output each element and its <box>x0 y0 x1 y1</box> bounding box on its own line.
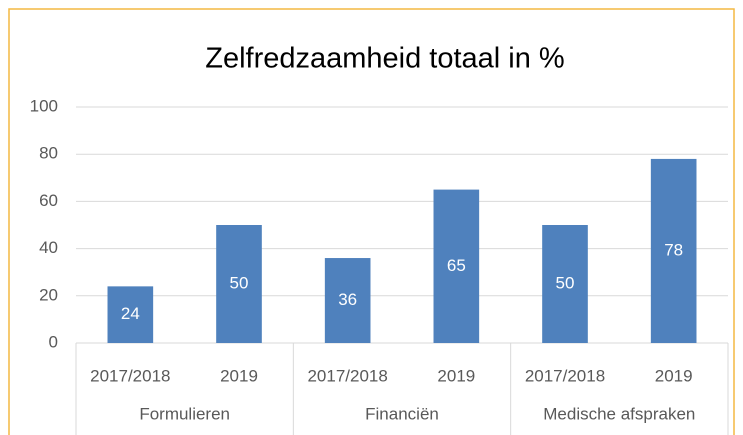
x-tick-label: 2017/2018 <box>307 366 387 385</box>
y-tick-label: 80 <box>39 144 58 163</box>
x-tick-label: 2019 <box>655 366 693 385</box>
chart-title: Zelfredzaamheid totaal in % <box>205 43 564 75</box>
bar <box>542 225 588 343</box>
y-tick-label: 100 <box>30 96 58 115</box>
group-label: Medische afspraken <box>543 404 695 423</box>
bar <box>433 189 480 343</box>
data-label: 50 <box>230 273 249 292</box>
group-label: Formulieren <box>139 404 230 423</box>
bar <box>216 225 262 343</box>
y-tick-label: 20 <box>39 285 58 304</box>
y-tick-label: 40 <box>39 238 58 257</box>
data-label: 50 <box>556 273 575 292</box>
x-tick-label: 2019 <box>220 366 258 385</box>
data-label: 65 <box>447 256 466 275</box>
group-label: Financiën <box>365 404 439 423</box>
bar <box>650 158 697 343</box>
bar <box>107 286 154 343</box>
data-label: 36 <box>338 290 357 309</box>
y-tick-label: 0 <box>49 332 58 351</box>
x-tick-label: 2017/2018 <box>525 366 605 385</box>
y-tick-label: 60 <box>39 191 58 210</box>
x-tick-label: 2019 <box>437 366 475 385</box>
data-label: 78 <box>664 240 683 259</box>
chart-border <box>8 8 735 435</box>
bar <box>324 258 371 343</box>
data-label: 24 <box>121 304 140 323</box>
x-tick-label: 2017/2018 <box>90 366 170 385</box>
